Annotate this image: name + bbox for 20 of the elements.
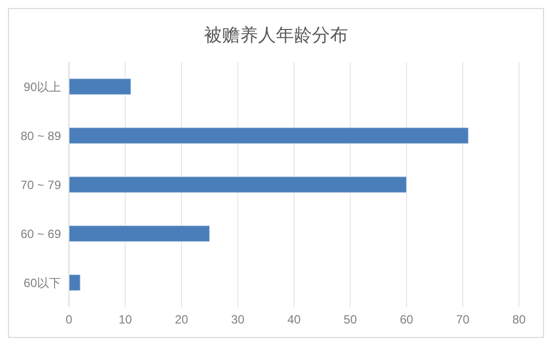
x-tick-label: 80	[512, 312, 526, 327]
bar	[69, 78, 132, 96]
x-tick-label: 0	[66, 312, 73, 327]
bar	[69, 176, 407, 194]
y-tick-label: 70 ~ 79	[20, 178, 62, 192]
y-tick-label: 60 ~ 69	[20, 226, 62, 241]
x-tick-label: 30	[231, 312, 245, 327]
x-tick-label: 50	[344, 312, 358, 327]
chart-title: 被赡养人年龄分布	[203, 24, 349, 47]
x-tick-label: 70	[456, 312, 470, 327]
x-tick-label: 40	[287, 312, 301, 327]
bar	[69, 127, 469, 144]
y-tick-label: 80 ~ 89	[20, 128, 62, 143]
y-tick-label: 90以上	[24, 80, 61, 94]
bar	[69, 274, 81, 292]
x-tick-label: 10	[118, 312, 132, 327]
x-tick-label: 60	[400, 312, 414, 327]
x-tick-label: 20	[174, 312, 188, 327]
bar	[69, 225, 210, 242]
y-tick-label: 60以下	[24, 276, 61, 290]
